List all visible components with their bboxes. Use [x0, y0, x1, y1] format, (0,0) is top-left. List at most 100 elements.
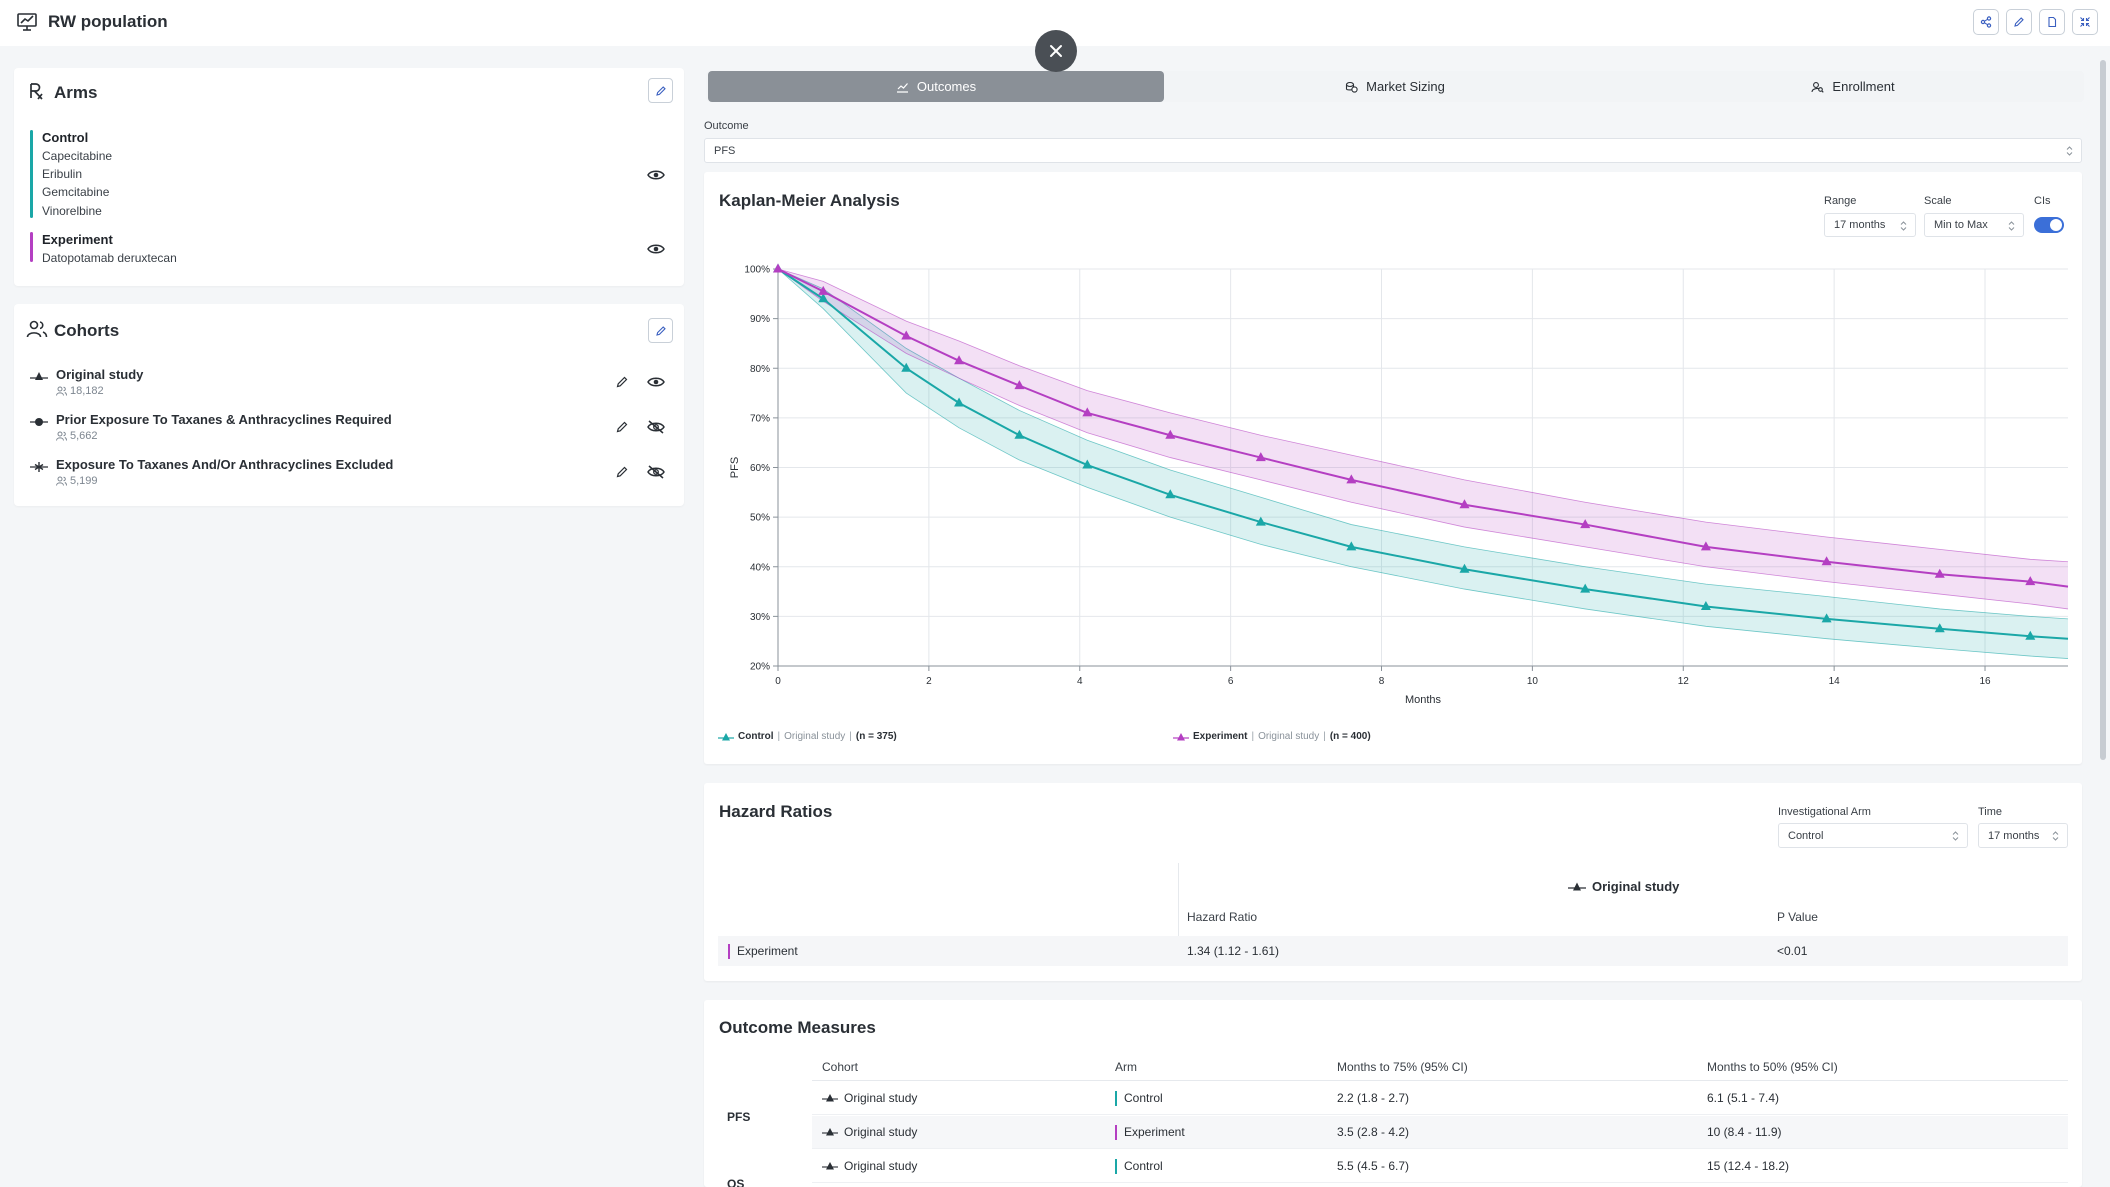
y-tick-label: 90% [750, 314, 770, 325]
cohort-count-value: 18,182 [70, 385, 104, 397]
y-tick-label: 60% [750, 463, 770, 474]
coins-icon [1346, 81, 1358, 93]
cis-toggle[interactable] [2034, 217, 2064, 233]
months-50-cell: 10 (8.4 - 11.9) [1707, 1125, 1782, 1139]
scrollbar[interactable] [2100, 60, 2106, 760]
legend-item-experiment: Experiment | Original study | (n = 400) [1173, 731, 1371, 742]
investigational-arm-value: Control [1788, 829, 1824, 842]
cohort-cell-label: Original study [844, 1125, 918, 1139]
arm-color-bar [1115, 1125, 1117, 1140]
data-point-control [1255, 516, 1266, 526]
document-button[interactable] [2039, 9, 2065, 35]
chart-line-icon [896, 82, 908, 93]
pencil-icon[interactable] [615, 465, 629, 479]
x-tick-label: 10 [1527, 676, 1539, 687]
arm-drug: Datopotamab deruxtecan [42, 251, 177, 265]
arms-edit-button[interactable] [648, 78, 673, 103]
legend-item-control: Control | Original study | (n = 375) [718, 731, 897, 742]
investigational-arm-select[interactable]: Control [1778, 823, 1968, 848]
arm-drug: Vinorelbine [42, 204, 102, 218]
cohort-count: 18,182 [56, 385, 104, 397]
page-title: RW population [48, 12, 168, 31]
data-point-experiment [901, 330, 912, 340]
data-point-control [901, 362, 912, 372]
tab-market-sizing[interactable]: Market Sizing [1166, 71, 1624, 102]
legend-cohort: Original study [1258, 731, 1320, 742]
scale-select[interactable]: Min to Max [1924, 213, 2024, 237]
tab-label: Enrollment [1832, 79, 1895, 94]
outcome-select[interactable]: PFS [704, 138, 2082, 163]
months-50-cell: 15 (12.4 - 18.2) [1707, 1159, 1790, 1173]
hr-arm-cell: Experiment [737, 944, 798, 958]
eye-off-icon[interactable] [647, 465, 665, 479]
edit-button[interactable] [2006, 9, 2032, 35]
series-line-control [777, 268, 2069, 640]
study-header: Original study [1568, 879, 1679, 894]
arm-color-bar [1115, 1159, 1117, 1174]
close-button[interactable] [1035, 30, 1077, 72]
data-point-experiment [1821, 556, 1832, 566]
x-tick-label: 14 [1829, 676, 1841, 687]
group-label-pfs: PFS [727, 1110, 751, 1124]
x-tick-label: 6 [1228, 676, 1234, 687]
eye-icon[interactable] [647, 242, 665, 256]
time-value: 17 months [1988, 829, 2040, 842]
data-point-experiment [1459, 499, 1470, 509]
ci-upper-line [777, 268, 2069, 620]
prescription-icon [30, 83, 43, 100]
tab-outcomes[interactable]: Outcomes [708, 71, 1164, 102]
share-button[interactable] [1973, 9, 1999, 35]
range-select[interactable]: 17 months [1824, 213, 1916, 237]
eye-icon[interactable] [647, 375, 665, 389]
cohort-name: Prior Exposure To Taxanes & Anthracyclin… [56, 412, 392, 427]
arm-cell: Control [1124, 1091, 1163, 1105]
y-axis-label: PFS [729, 457, 741, 478]
triangle-marker-icon [718, 732, 734, 740]
x-axis-label: Months [1405, 694, 1442, 706]
data-point-experiment [954, 355, 965, 365]
pencil-icon[interactable] [615, 420, 629, 434]
time-select[interactable]: 17 months [1978, 823, 2068, 848]
eye-icon[interactable] [647, 168, 665, 182]
cohorts-edit-button[interactable] [648, 318, 673, 343]
p-value-cell: <0.01 [1777, 944, 1808, 958]
data-point-control [1821, 613, 1832, 623]
triangle-marker-icon [822, 1162, 838, 1170]
y-tick-label: 100% [744, 265, 770, 276]
presentation-chart-icon [17, 13, 37, 31]
scale-label: Scale [1924, 195, 1952, 207]
km-chart: 20% 30% 40% 50% 60% 70% 80% 90% 100% 0 2 4 6 8 10 12 14 1… [729, 263, 2069, 706]
range-value: 17 months [1834, 219, 1886, 231]
users-icon [56, 476, 67, 486]
tab-label: Outcomes [916, 79, 977, 94]
document-icon [2048, 16, 2057, 28]
table-row: Original study Control 2.2 (1.8 - 2.7) 6… [812, 1082, 2068, 1115]
data-point-control [1346, 541, 1357, 551]
ci-lower-line [777, 268, 2069, 610]
arm-name-control: Control [42, 130, 89, 145]
ci-lower-line [777, 268, 2069, 659]
share-icon [1980, 16, 1992, 28]
close-icon [1050, 45, 1062, 57]
data-point-experiment [2025, 576, 2036, 586]
data-point-experiment [1700, 541, 1711, 551]
collapse-button[interactable] [2072, 9, 2098, 35]
y-tick-label: 30% [750, 612, 770, 623]
y-tick-label: 20% [750, 662, 770, 673]
outcome-value: PFS [714, 144, 736, 157]
tab-enrollment[interactable]: Enrollment [1624, 71, 2082, 102]
study-header-label: Original study [1592, 879, 1680, 894]
p-value-header: P Value [1777, 910, 1818, 924]
eye-off-icon[interactable] [647, 420, 665, 434]
outcome-measures-title: Outcome Measures [719, 1018, 876, 1037]
months-75-cell: 5.5 (4.5 - 6.7) [1337, 1159, 1410, 1173]
triangle-marker-icon [822, 1094, 838, 1102]
data-point-control [1459, 563, 1470, 573]
data-point-experiment [1580, 519, 1591, 529]
cis-label: CIs [2034, 195, 2051, 207]
y-tick-label: 40% [750, 562, 770, 573]
cohorts-panel: Cohorts Original study 18,182 Prior Expo… [14, 304, 684, 506]
table-row: Original study Control 5.5 (4.5 - 6.7) 1… [812, 1150, 2068, 1183]
km-title: Kaplan-Meier Analysis [719, 191, 900, 210]
pencil-icon[interactable] [615, 375, 629, 389]
